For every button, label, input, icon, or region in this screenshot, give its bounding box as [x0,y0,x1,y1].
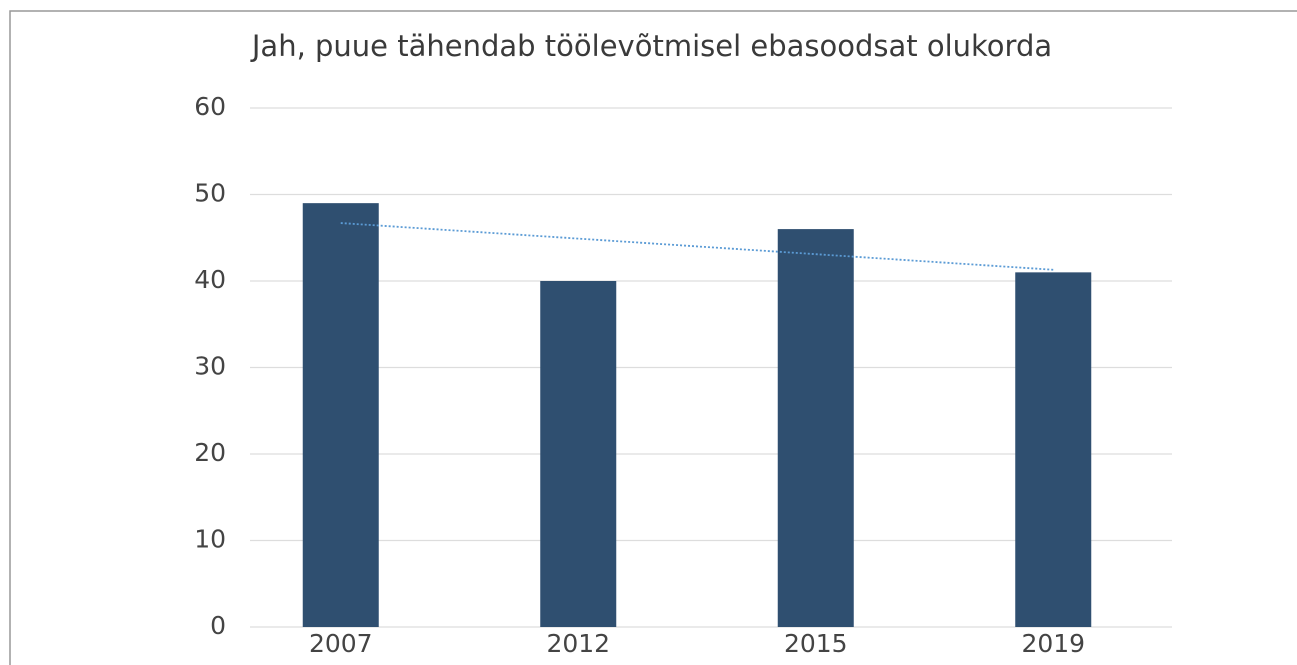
x-tick-label: 2007 [309,629,373,658]
y-tick-label: 10 [194,525,226,554]
bar [540,281,617,627]
x-tick-label: 2019 [1021,629,1085,658]
y-tick-label: 50 [194,179,226,208]
x-tick-label: 2015 [784,629,848,658]
y-tick-label: 40 [194,265,226,294]
bar [777,229,854,627]
chart-title: Jah, puue tähendab töölevõtmisel ebasood… [250,29,1052,63]
frame [9,10,1297,665]
x-tick-label: 2012 [546,629,610,658]
bar [302,203,379,627]
y-tick-label: 20 [194,438,226,467]
y-tick-label: 0 [210,611,226,640]
y-tick-label: 30 [194,352,226,381]
trendline [340,222,1054,271]
bar [1015,272,1092,627]
y-tick-label: 60 [194,92,226,121]
